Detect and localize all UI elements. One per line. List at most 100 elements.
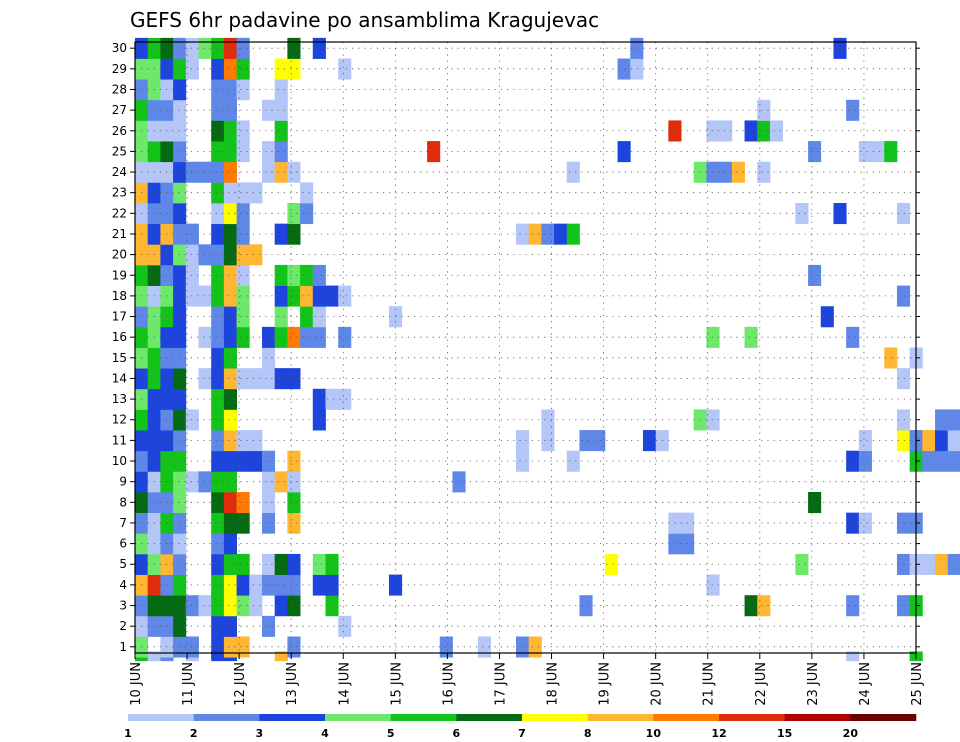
heatmap-cell <box>833 37 847 59</box>
heatmap-cell <box>223 450 237 472</box>
heatmap-cell <box>173 99 187 121</box>
heatmap-cell <box>249 244 263 266</box>
heatmap-cell <box>173 615 187 637</box>
heatmap-cell <box>211 58 225 80</box>
heatmap-cell <box>617 58 631 80</box>
heatmap-cell <box>185 471 199 493</box>
y-tick-label: 15 <box>112 351 127 365</box>
y-tick-label: 4 <box>119 578 127 592</box>
heatmap-cell <box>211 471 225 493</box>
heatmap-cell <box>211 574 225 596</box>
heatmap-cell <box>236 450 250 472</box>
heatmap-cell <box>274 120 288 142</box>
heatmap-cell <box>338 285 352 307</box>
heatmap-cell <box>211 141 225 163</box>
heatmap-cell <box>173 203 187 225</box>
heatmap-cell <box>236 58 250 80</box>
heatmap-cell <box>871 141 885 163</box>
heatmap-cell <box>274 79 288 101</box>
x-tick-label: 25 JUN <box>910 662 925 706</box>
legend-color-bin <box>784 714 851 721</box>
heatmap-cell <box>261 326 276 348</box>
heatmap-cell <box>173 244 187 266</box>
heatmap-cell <box>261 99 276 121</box>
heatmap-cell <box>211 182 225 204</box>
y-tick-label: 27 <box>112 103 127 117</box>
heatmap-cell <box>947 430 960 452</box>
heatmap-cell <box>947 553 960 575</box>
heatmap-cell <box>312 326 326 348</box>
x-tick-label: 11 JUN <box>181 662 196 706</box>
heatmap-cell <box>325 574 339 596</box>
heatmap-cell <box>185 223 199 245</box>
y-tick-label: 13 <box>112 392 127 406</box>
heatmap-cell <box>769 120 784 142</box>
heatmap-cell <box>922 450 936 472</box>
heatmap-cell <box>287 491 301 514</box>
x-tick-label: 10 JUN <box>129 662 144 706</box>
y-axis-ticks: 1234567891011121314151617181920212223242… <box>112 41 920 654</box>
heatmap-cell <box>236 79 250 101</box>
heatmap-cell <box>211 37 225 59</box>
heatmap-cell <box>185 244 199 266</box>
legend-tick-label: 20 <box>843 727 859 740</box>
heatmap-cell <box>211 533 225 555</box>
heatmap-cell <box>173 574 187 596</box>
heatmap-cell <box>223 512 237 534</box>
heatmap-cell <box>185 285 199 307</box>
legend-tick-label: 6 <box>453 727 461 740</box>
legend-tick-label: 2 <box>190 727 198 740</box>
heatmap-cell <box>947 450 960 472</box>
legend-color-bin <box>259 714 326 721</box>
y-tick-label: 20 <box>112 248 127 262</box>
heatmap-cell <box>808 491 822 514</box>
heatmap-cell <box>477 636 491 658</box>
heatmap-cell <box>223 574 237 596</box>
heatmap-cell <box>338 326 352 348</box>
y-tick-label: 2 <box>119 619 127 633</box>
heatmap-cell <box>846 651 860 662</box>
heatmap-cell <box>185 636 199 658</box>
heatmap-cell <box>922 430 936 452</box>
heatmap-cell <box>896 512 911 534</box>
heatmap-cell <box>173 182 187 204</box>
heatmap-cell <box>198 244 212 266</box>
heatmap-cell <box>261 491 276 514</box>
legend-tick-label: 10 <box>646 727 662 740</box>
legend-color-bin <box>128 714 194 721</box>
legend-tick-label: 12 <box>711 727 726 740</box>
legend-tick-label: 3 <box>256 727 264 740</box>
heatmap-cell <box>757 161 771 183</box>
heatmap-cell <box>236 203 250 225</box>
y-tick-label: 8 <box>119 495 127 509</box>
heatmap-cell <box>198 37 212 59</box>
y-tick-label: 24 <box>112 165 127 179</box>
heatmap-cell <box>236 553 250 575</box>
heatmap-cell <box>223 223 237 245</box>
heatmap-cell <box>198 285 212 307</box>
heatmap-cell <box>274 326 288 348</box>
heatmap-cell <box>274 223 288 245</box>
legend-color-bin <box>850 714 917 721</box>
heatmap-cell <box>274 264 288 286</box>
y-tick-label: 17 <box>112 310 127 324</box>
heatmap-cell <box>211 615 225 637</box>
x-tick-label: 14 JUN <box>337 662 352 706</box>
heatmap-cell <box>223 79 237 101</box>
x-tick-label: 17 JUN <box>493 662 508 706</box>
heatmap-cell <box>173 595 187 617</box>
legend-color-bin <box>390 714 457 721</box>
heatmap-cell <box>287 595 301 617</box>
x-tick-label: 23 JUN <box>806 662 821 706</box>
heatmap-cell <box>300 285 314 307</box>
heatmap-cell <box>300 326 314 348</box>
heatmap-cell <box>173 264 187 286</box>
legend-tick-label: 1 <box>124 727 132 740</box>
heatmap-cell <box>274 285 288 307</box>
heatmap-cell <box>515 430 530 452</box>
heatmap-cell <box>312 285 326 307</box>
heatmap-cell <box>935 430 949 452</box>
x-axis-ticks: 10 JUN 11 JUN 12 JUN 13 JUN 14 JUN 15 JUN 16 J… <box>129 653 925 706</box>
heatmap-cell <box>249 450 263 472</box>
legend-color-bin <box>325 714 391 721</box>
